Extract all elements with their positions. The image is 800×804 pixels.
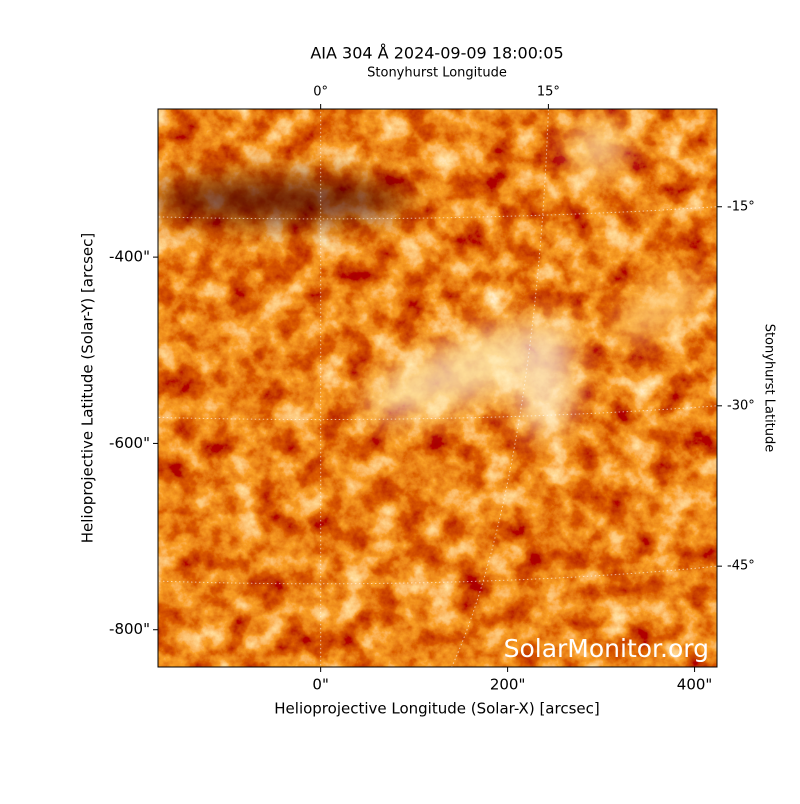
y-tick-label: -400": [109, 248, 150, 266]
x-axis-label: Helioprojective Longitude (Solar-X) [arc…: [274, 700, 599, 718]
x2-tick-label: 15°: [537, 85, 560, 100]
y2-tick-label: -15°: [727, 199, 755, 214]
y-axis-label: Helioprojective Latitude (Solar-Y) [arcs…: [79, 233, 97, 543]
y2-axis-label: Stonyhurst Latitude: [762, 324, 777, 453]
x2-tick-label: 0°: [313, 85, 328, 100]
solar-image: [158, 109, 717, 667]
x2-axis-label: Stonyhurst Longitude: [367, 66, 507, 81]
y2-tick-label: -45°: [727, 559, 755, 574]
grid-line: [451, 109, 549, 667]
y2-tick-label: -30°: [727, 398, 755, 413]
watermark: SolarMonitor.org: [504, 634, 709, 663]
plot-frame: [157, 108, 718, 668]
x-tick-label: 200": [490, 676, 526, 694]
y-tick-label: -600": [109, 434, 150, 452]
x-tick-label: 400": [677, 676, 713, 694]
chart-title: AIA 304 Å 2024-09-09 18:00:05: [310, 44, 563, 63]
x-tick-label: 0": [312, 676, 328, 694]
y-tick-label: -800": [109, 620, 150, 638]
